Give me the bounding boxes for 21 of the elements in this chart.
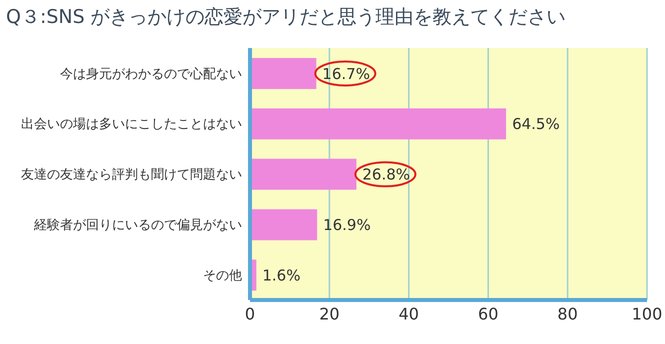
- x-tick-label: 100: [632, 304, 662, 324]
- x-tick-label: 40: [398, 304, 419, 324]
- y-tick-label: 今は身元がわかるので心配ない: [60, 66, 242, 82]
- data-label: 1.6%: [262, 266, 300, 284]
- bar: [250, 209, 318, 240]
- data-label: 16.7%: [322, 64, 370, 83]
- chart-title: Q３:SNS がきっかけの恋愛がアリだと思う理由を教えてください: [6, 5, 566, 30]
- data-label: 16.9%: [323, 216, 371, 234]
- bar: [250, 58, 316, 89]
- x-tick-label: 60: [478, 304, 498, 324]
- data-label: 64.5%: [512, 115, 560, 134]
- data-label: 26.8%: [362, 166, 410, 184]
- x-tick-label: 80: [557, 304, 578, 324]
- y-tick-label: その他: [203, 268, 242, 284]
- bar: [250, 158, 356, 190]
- x-tick-label: 0: [244, 304, 256, 324]
- y-tick-label: 経験者が回りにいるので偏見がない: [33, 218, 242, 234]
- bar: [250, 108, 506, 140]
- y-tick-label: 友達の友達なら評判も聞けて問題ない: [21, 168, 242, 183]
- x-tick-label: 20: [319, 304, 340, 324]
- y-tick-label: 出会いの場は多いにこしたことはない: [21, 117, 242, 132]
